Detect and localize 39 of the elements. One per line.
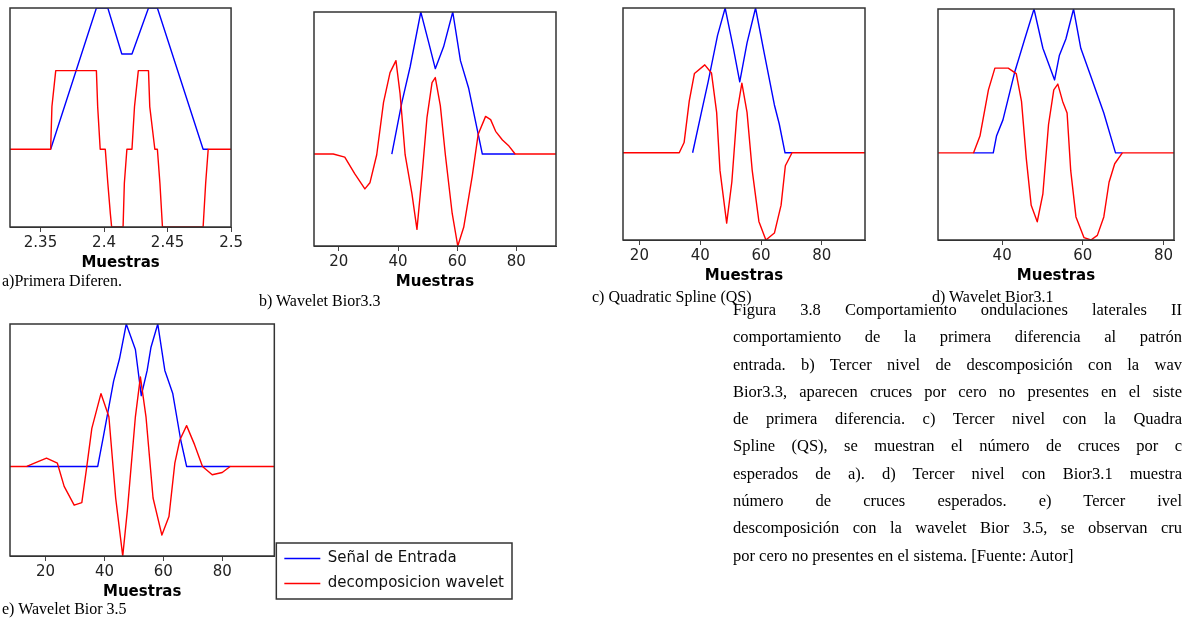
x-tick-label: 20 (36, 561, 56, 580)
x-axis-title: Muestras (103, 581, 182, 600)
x-axis-title: Muestras (81, 252, 160, 271)
x-axis-title: Muestras (395, 271, 475, 290)
text: Bior3.3, aparecen cruces por cero no presentes en el siste (733, 380, 1182, 403)
x-tick-label: 60 (447, 251, 467, 270)
text: e) Wavelet Bior 3.5 (2, 600, 127, 618)
x-tick-label: 20 (329, 251, 349, 270)
x-tick-label: 60 (153, 561, 173, 580)
x-tick-label: 2.45 (150, 232, 185, 251)
legend-label: decomposicion wavelet (327, 573, 505, 592)
text: descomposición con la wavelet Bior 3.5, se observan cru (733, 517, 1182, 540)
x-tick-label: 20 (629, 245, 649, 264)
text: número de cruces esperados. e) Tercer ivel (733, 490, 1182, 513)
x-tick-label: 80 (212, 561, 232, 580)
x-tick-label: 40 (992, 245, 1012, 264)
x-tick-label: 80 (812, 245, 832, 264)
x-tick-label: 40 (94, 561, 115, 580)
text: entrada. b) Tercer nivel de descomposición con la wav (733, 353, 1182, 376)
legend-label: Señal de Entrada (327, 548, 457, 567)
x-tick-label: 40 (388, 251, 408, 270)
x-tick-label: 80 (1153, 245, 1174, 264)
x-tick-label: 60 (751, 245, 771, 264)
text: c) Quadratic Spline (QS) (592, 288, 752, 306)
x-tick-label: 60 (1073, 245, 1093, 264)
text: de primera diferencia. c) Tercer nivel con la Quadra (733, 408, 1182, 431)
x-tick-label: 2.5 (219, 232, 243, 251)
text: a)Primera Diferen. (2, 272, 122, 290)
x-tick-label: 2.35 (23, 232, 58, 251)
x-tick-label: 80 (506, 251, 526, 270)
text: por cero no presentes en el sistema. [Fuente: Autor] (733, 544, 1075, 567)
x-tick-label: 2.4 (92, 232, 116, 251)
text: Spline (QS), se muestran el número de cruces por c (733, 435, 1182, 458)
text: esperados de a). d) Tercer nivel con Bior3.1 muestra (733, 462, 1182, 485)
x-tick-label: 40 (690, 245, 710, 264)
x-axis-title: Muestras (1016, 265, 1096, 284)
x-axis-title: Muestras (704, 265, 784, 284)
text: comportamiento de la primera diferencia al patrón (733, 326, 1182, 349)
text: b) Wavelet Bior3.3 (259, 292, 381, 310)
